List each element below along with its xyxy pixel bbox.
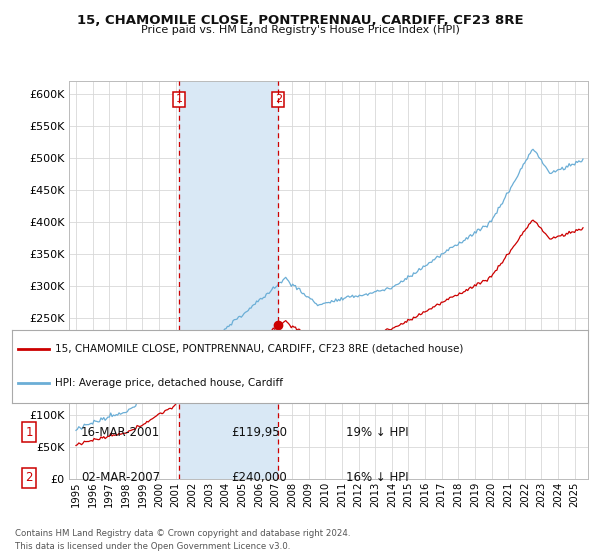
Text: This data is licensed under the Open Government Licence v3.0.: This data is licensed under the Open Gov…	[15, 542, 290, 551]
Text: £119,950: £119,950	[231, 426, 287, 438]
Text: 1: 1	[26, 426, 33, 438]
Text: 16-MAR-2001: 16-MAR-2001	[81, 426, 160, 438]
Bar	[179, 81, 278, 479]
Text: 16% ↓ HPI: 16% ↓ HPI	[346, 472, 409, 484]
Text: 15, CHAMOMILE CLOSE, PONTPRENNAU, CARDIFF, CF23 8RE: 15, CHAMOMILE CLOSE, PONTPRENNAU, CARDIF…	[77, 14, 523, 27]
Text: 02-MAR-2007: 02-MAR-2007	[81, 472, 160, 484]
Text: 15, CHAMOMILE CLOSE, PONTPRENNAU, CARDIFF, CF23 8RE (detached house): 15, CHAMOMILE CLOSE, PONTPRENNAU, CARDIF…	[55, 344, 464, 353]
Text: Price paid vs. HM Land Registry's House Price Index (HPI): Price paid vs. HM Land Registry's House …	[140, 25, 460, 35]
Text: £240,000: £240,000	[231, 472, 287, 484]
Text: Contains HM Land Registry data © Crown copyright and database right 2024.: Contains HM Land Registry data © Crown c…	[15, 529, 350, 538]
Text: 1: 1	[176, 94, 183, 104]
Text: HPI: Average price, detached house, Cardiff: HPI: Average price, detached house, Card…	[55, 378, 283, 388]
Text: 2: 2	[275, 94, 282, 104]
Text: 2: 2	[26, 472, 33, 484]
Text: 19% ↓ HPI: 19% ↓ HPI	[346, 426, 409, 438]
